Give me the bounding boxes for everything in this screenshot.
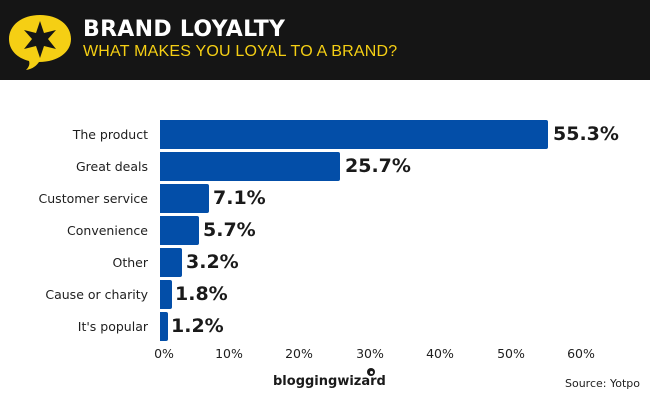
bar-row: Cause or charity 1.8% (0, 280, 650, 309)
brand-logo-bubble-icon (367, 368, 375, 376)
bar-chart: The product 55.3% Great deals 25.7% Cust… (0, 80, 650, 400)
bar (160, 120, 548, 149)
category-label: Other (112, 255, 149, 270)
bar-row: Great deals 25.7% (0, 152, 650, 181)
page-subtitle: WHAT MAKES YOU LOYAL TO A BRAND? (83, 43, 398, 60)
value-label: 3.2% (186, 251, 239, 273)
x-axis-tick: 10% (215, 346, 243, 361)
bar (160, 216, 199, 245)
x-axis-tick: 50% (497, 346, 525, 361)
bar (160, 280, 172, 309)
bar (160, 312, 168, 341)
value-label: 25.7% (345, 155, 411, 177)
x-axis-tick: 0% (154, 346, 174, 361)
bar-row: Convenience 5.7% (0, 216, 650, 245)
value-label: 7.1% (213, 187, 266, 209)
bar-row: The product 55.3% (0, 120, 650, 149)
source-note: Source: Yotpo (565, 377, 640, 390)
speech-bubble-star-icon (9, 15, 71, 70)
category-label: Convenience (67, 223, 148, 238)
bar (160, 184, 209, 213)
bar (160, 152, 340, 181)
value-label: 55.3% (553, 123, 619, 145)
bar-row: Customer service 7.1% (0, 184, 650, 213)
bar-row: Other 3.2% (0, 248, 650, 277)
value-label: 5.7% (203, 219, 256, 241)
category-label: Customer service (38, 191, 148, 206)
category-label: The product (72, 127, 148, 142)
category-label: Cause or charity (45, 287, 148, 302)
x-axis-tick: 60% (567, 346, 595, 361)
x-axis-tick: 30% (356, 346, 384, 361)
bar-row: It's popular 1.2% (0, 312, 650, 341)
category-label: Great deals (75, 159, 148, 174)
x-axis-tick: 40% (426, 346, 454, 361)
x-axis-tick: 20% (285, 346, 313, 361)
header-banner: BRAND LOYALTY WHAT MAKES YOU LOYAL TO A … (0, 0, 650, 80)
value-label: 1.2% (171, 315, 224, 337)
value-label: 1.8% (175, 283, 228, 305)
brand-logo: bloggingwizard (273, 374, 386, 389)
page-title: BRAND LOYALTY (83, 17, 286, 42)
bar (160, 248, 182, 277)
category-label: It's popular (77, 319, 148, 334)
